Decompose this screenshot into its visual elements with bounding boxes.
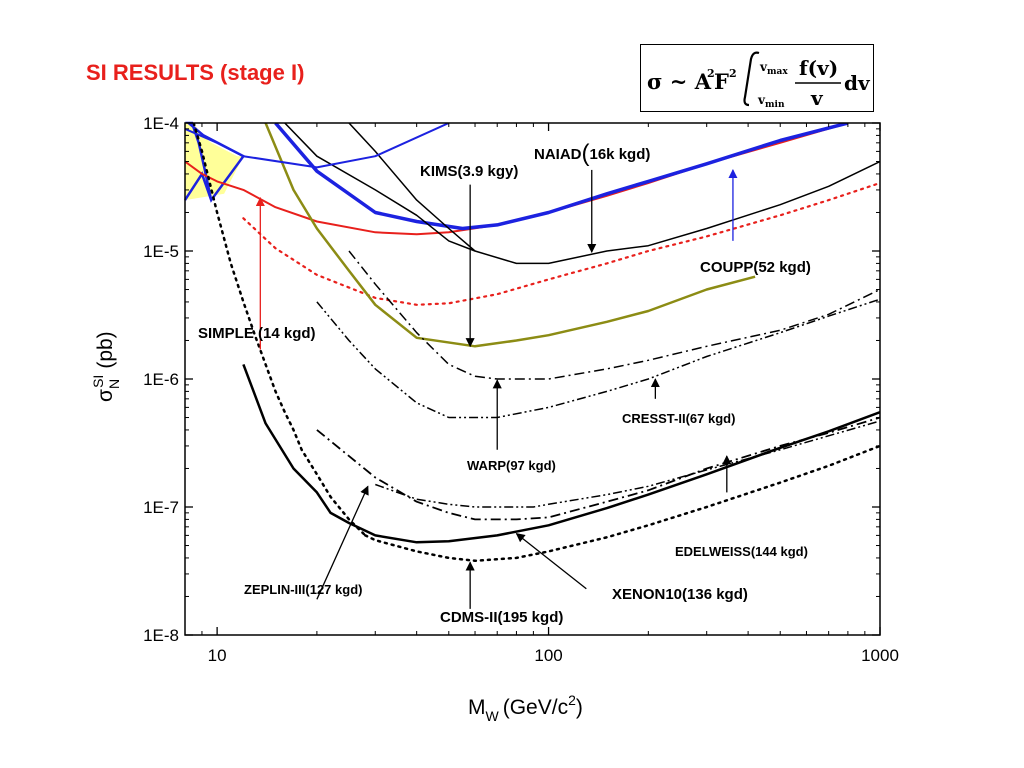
- formula-numerator: f(v): [799, 56, 838, 80]
- annotation-edelweiss: EDELWEISS(144 kgd): [675, 455, 808, 559]
- series-naiad-low-mass: [284, 123, 476, 252]
- x-tick-label: 1000: [861, 646, 899, 665]
- formula-box: σ ~ A 2 F 2 v max v min f(v) v dv: [640, 44, 874, 112]
- annotation-label-xenon: XENON10(136 kgd): [612, 586, 748, 603]
- fill-layer: [183, 121, 246, 203]
- annotation-label-cresst: CRESST-II(67 kgd): [622, 411, 735, 426]
- integral-sign: [743, 51, 760, 107]
- formula-upper-sub: max: [767, 67, 788, 77]
- formula-f: F: [714, 69, 729, 94]
- y-axis-title: σNSI(pb): [90, 331, 122, 402]
- formula-upper: v: [759, 60, 768, 74]
- x-tick-label: 10: [208, 646, 227, 665]
- y-tick-label: 1E-8: [143, 626, 179, 645]
- annotation-cresst: CRESST-II(67 kgd): [622, 378, 735, 426]
- series-zeplin-iii-127-kgd: [375, 420, 880, 508]
- annotation-label-coupp: COUPP(52 kgd): [700, 259, 811, 276]
- annotation-label-zeplin: ZEPLIN-III(127 kgd): [244, 582, 362, 597]
- tick-layer: 10 100 1000 1E-4 1E-5 1E-6 1E-7 1E-8: [143, 114, 899, 665]
- annotation-xenon: XENON10(136 kgd): [515, 533, 748, 603]
- annotation-label-simple: SIMPLE (14 kgd): [198, 325, 316, 342]
- formula: σ ~ A 2 F 2 v max v min f(v) v dv: [647, 51, 871, 110]
- x-tick-label: 100: [534, 646, 562, 665]
- annotation-arrow-xenon: [515, 533, 587, 590]
- formula-f-exp: 2: [729, 67, 737, 80]
- series-layer: [185, 123, 880, 563]
- series-warp-97-kgd: [348, 250, 880, 380]
- annotation-naiad: NAIAD(16k kgd): [534, 140, 650, 254]
- formula-dv: dv: [844, 71, 871, 95]
- series-naiad-16k-kgd: [348, 123, 880, 265]
- annotation-cdms: CDMS-II(195 kgd): [440, 561, 563, 626]
- y-tick-label: 1E-6: [143, 370, 179, 389]
- annotation-label-kims: KIMS(3.9 kgy): [420, 163, 518, 180]
- series-dama-dotted: [192, 123, 367, 537]
- formula-lhs: σ ~ A: [647, 69, 712, 94]
- series-cdms-ii-195-kgd: [364, 444, 880, 563]
- y-tick-label: 1E-4: [143, 114, 179, 133]
- annotation-label-naiad: NAIAD(16k kgd): [534, 140, 650, 167]
- y-tick-label: 1E-7: [143, 498, 179, 517]
- annotation-label-cdms: CDMS-II(195 kgd): [440, 609, 563, 626]
- formula-lower-sub: min: [765, 100, 785, 110]
- formula-a-exp: 2: [707, 67, 715, 80]
- x-axis-title: MW (GeV/c2): [468, 692, 583, 724]
- series-kims-3-9-kgy: [264, 123, 756, 348]
- annotation-simple: SIMPLE (14 kgd): [198, 196, 316, 350]
- series-coupp-52-kgd: [274, 123, 849, 231]
- annotation-coupp: COUPP(52 kgd): [700, 169, 811, 276]
- annotation-zeplin: ZEPLIN-III(127 kgd): [244, 485, 369, 600]
- page-title: SI RESULTS (stage I): [86, 60, 305, 85]
- annotation-kims: KIMS(3.9 kgy): [420, 163, 518, 348]
- annotation-warp: WARP(97 kgd): [467, 379, 556, 473]
- series-upper-left-envelope: [185, 123, 450, 169]
- formula-lower: v: [757, 93, 766, 107]
- annotation-layer: NAIAD(16k kgd) KIMS(3.9 kgy) COUPP(52 kgd)…: [198, 140, 811, 626]
- annotation-label-edelweiss: EDELWEISS(144 kgd): [675, 544, 808, 559]
- formula-denominator: v: [810, 86, 824, 110]
- annotation-arrow-zeplin: [316, 485, 369, 600]
- series-edelweiss-144-kgd: [316, 416, 880, 521]
- annotation-label-warp: WARP(97 kgd): [467, 458, 556, 473]
- y-tick-label: 1E-5: [143, 242, 179, 261]
- series-cresst-ii-67-kgd: [316, 298, 880, 419]
- series-simple-projection: [242, 181, 880, 306]
- series-xenon10-136-kgd: [242, 363, 880, 544]
